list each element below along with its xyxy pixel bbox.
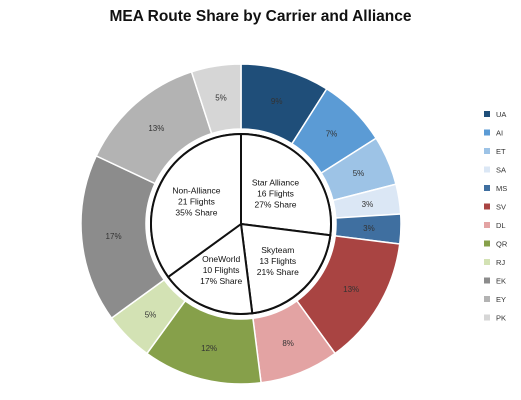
alliance-label-name: Skyteam: [261, 245, 294, 255]
alliance-label-name: Non-Alliance: [172, 185, 220, 195]
legend-swatch-qr: [484, 240, 490, 247]
ring-label-ek: 17%: [106, 232, 122, 241]
alliance-slice-non-alliance: [150, 132, 242, 279]
legend-swatch-pk: [484, 314, 490, 321]
ring-label-rj: 5%: [145, 311, 157, 320]
legend-swatch-dl: [484, 222, 490, 228]
legend-label-ey: EY: [496, 295, 506, 304]
ring-label-ey: 13%: [148, 124, 164, 133]
alliance-label-share: 35% Share: [175, 207, 217, 217]
ring-label-sa: 3%: [362, 200, 374, 209]
legend-label-ek: EK: [496, 277, 506, 286]
inner-pie: [150, 132, 332, 315]
legend-label-ms: MS: [496, 184, 507, 193]
alliance-label-flights: 13 Flights: [259, 256, 296, 266]
ring-label-et: 5%: [353, 169, 365, 178]
ring-label-ms: 3%: [363, 224, 375, 233]
alliance-label-share: 17% Share: [200, 276, 242, 286]
ring-label-pk: 5%: [215, 94, 227, 103]
legend-swatch-ms: [484, 185, 490, 191]
ring-label-sv: 13%: [343, 285, 359, 294]
alliance-slice-skyteam: [239, 222, 332, 315]
chart-title: MEA Route Share by Carrier and Alliance: [109, 8, 412, 25]
alliance-label-name: OneWorld: [202, 254, 240, 264]
alliance-label-name: Star Alliance: [252, 178, 300, 188]
legend-swatch-sa: [484, 166, 490, 173]
alliance-label-share: 27% Share: [254, 200, 296, 210]
legend: UA AI ET SA MS SV DL QR RJ EK EY PK: [484, 110, 508, 323]
ring-label-dl: 8%: [282, 339, 294, 348]
legend-label-sv: SV: [496, 203, 506, 212]
legend-label-ua: UA: [496, 110, 506, 119]
legend-label-dl: DL: [496, 221, 506, 230]
alliance-label-flights: 16 Flights: [257, 189, 294, 199]
ring-label-qr: 12%: [201, 344, 217, 353]
ring-slice-pk: [190, 63, 242, 135]
legend-swatch-rj: [484, 259, 490, 265]
outer-ring: [80, 63, 402, 385]
ring-label-ai: 7%: [326, 129, 338, 138]
legend-swatch-ey: [484, 296, 490, 302]
legend-swatch-ai: [484, 129, 490, 136]
legend-swatch-ua: [484, 111, 490, 117]
legend-swatch-et: [484, 148, 490, 154]
legend-swatch-ek: [484, 277, 490, 284]
legend-label-pk: PK: [496, 314, 506, 323]
outer-labels: 9% 7% 5% 3% 3% 13% 8% 12% 5% 17% 13% 5%: [106, 94, 375, 353]
ring-label-ua: 9%: [271, 97, 283, 106]
alliance-label-flights: 21 Flights: [178, 196, 215, 206]
legend-label-et: ET: [496, 147, 506, 156]
legend-label-qr: QR: [496, 240, 508, 249]
legend-swatch-sv: [484, 203, 490, 210]
legend-label-ai: AI: [496, 129, 503, 138]
legend-label-sa: SA: [496, 166, 506, 175]
alliance-label-flights: 10 Flights: [203, 265, 240, 275]
alliance-label-share: 21% Share: [257, 267, 299, 277]
alliance-slice-oneworld: [166, 222, 254, 315]
legend-label-rj: RJ: [496, 258, 505, 267]
alliance-slice-star-alliance: [240, 132, 332, 237]
